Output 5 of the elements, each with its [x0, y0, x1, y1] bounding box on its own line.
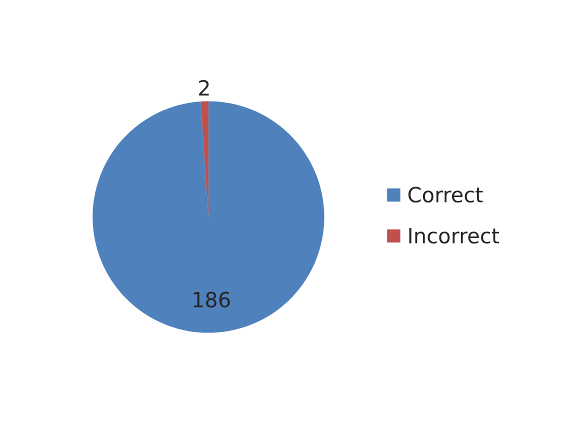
- legend-label: Correct: [408, 186, 483, 203]
- legend-label: Incorrect: [409, 228, 500, 244]
- pie-slice: [92, 101, 324, 333]
- data-label: 186: [194, 292, 230, 308]
- data-label: 2: [199, 80, 209, 96]
